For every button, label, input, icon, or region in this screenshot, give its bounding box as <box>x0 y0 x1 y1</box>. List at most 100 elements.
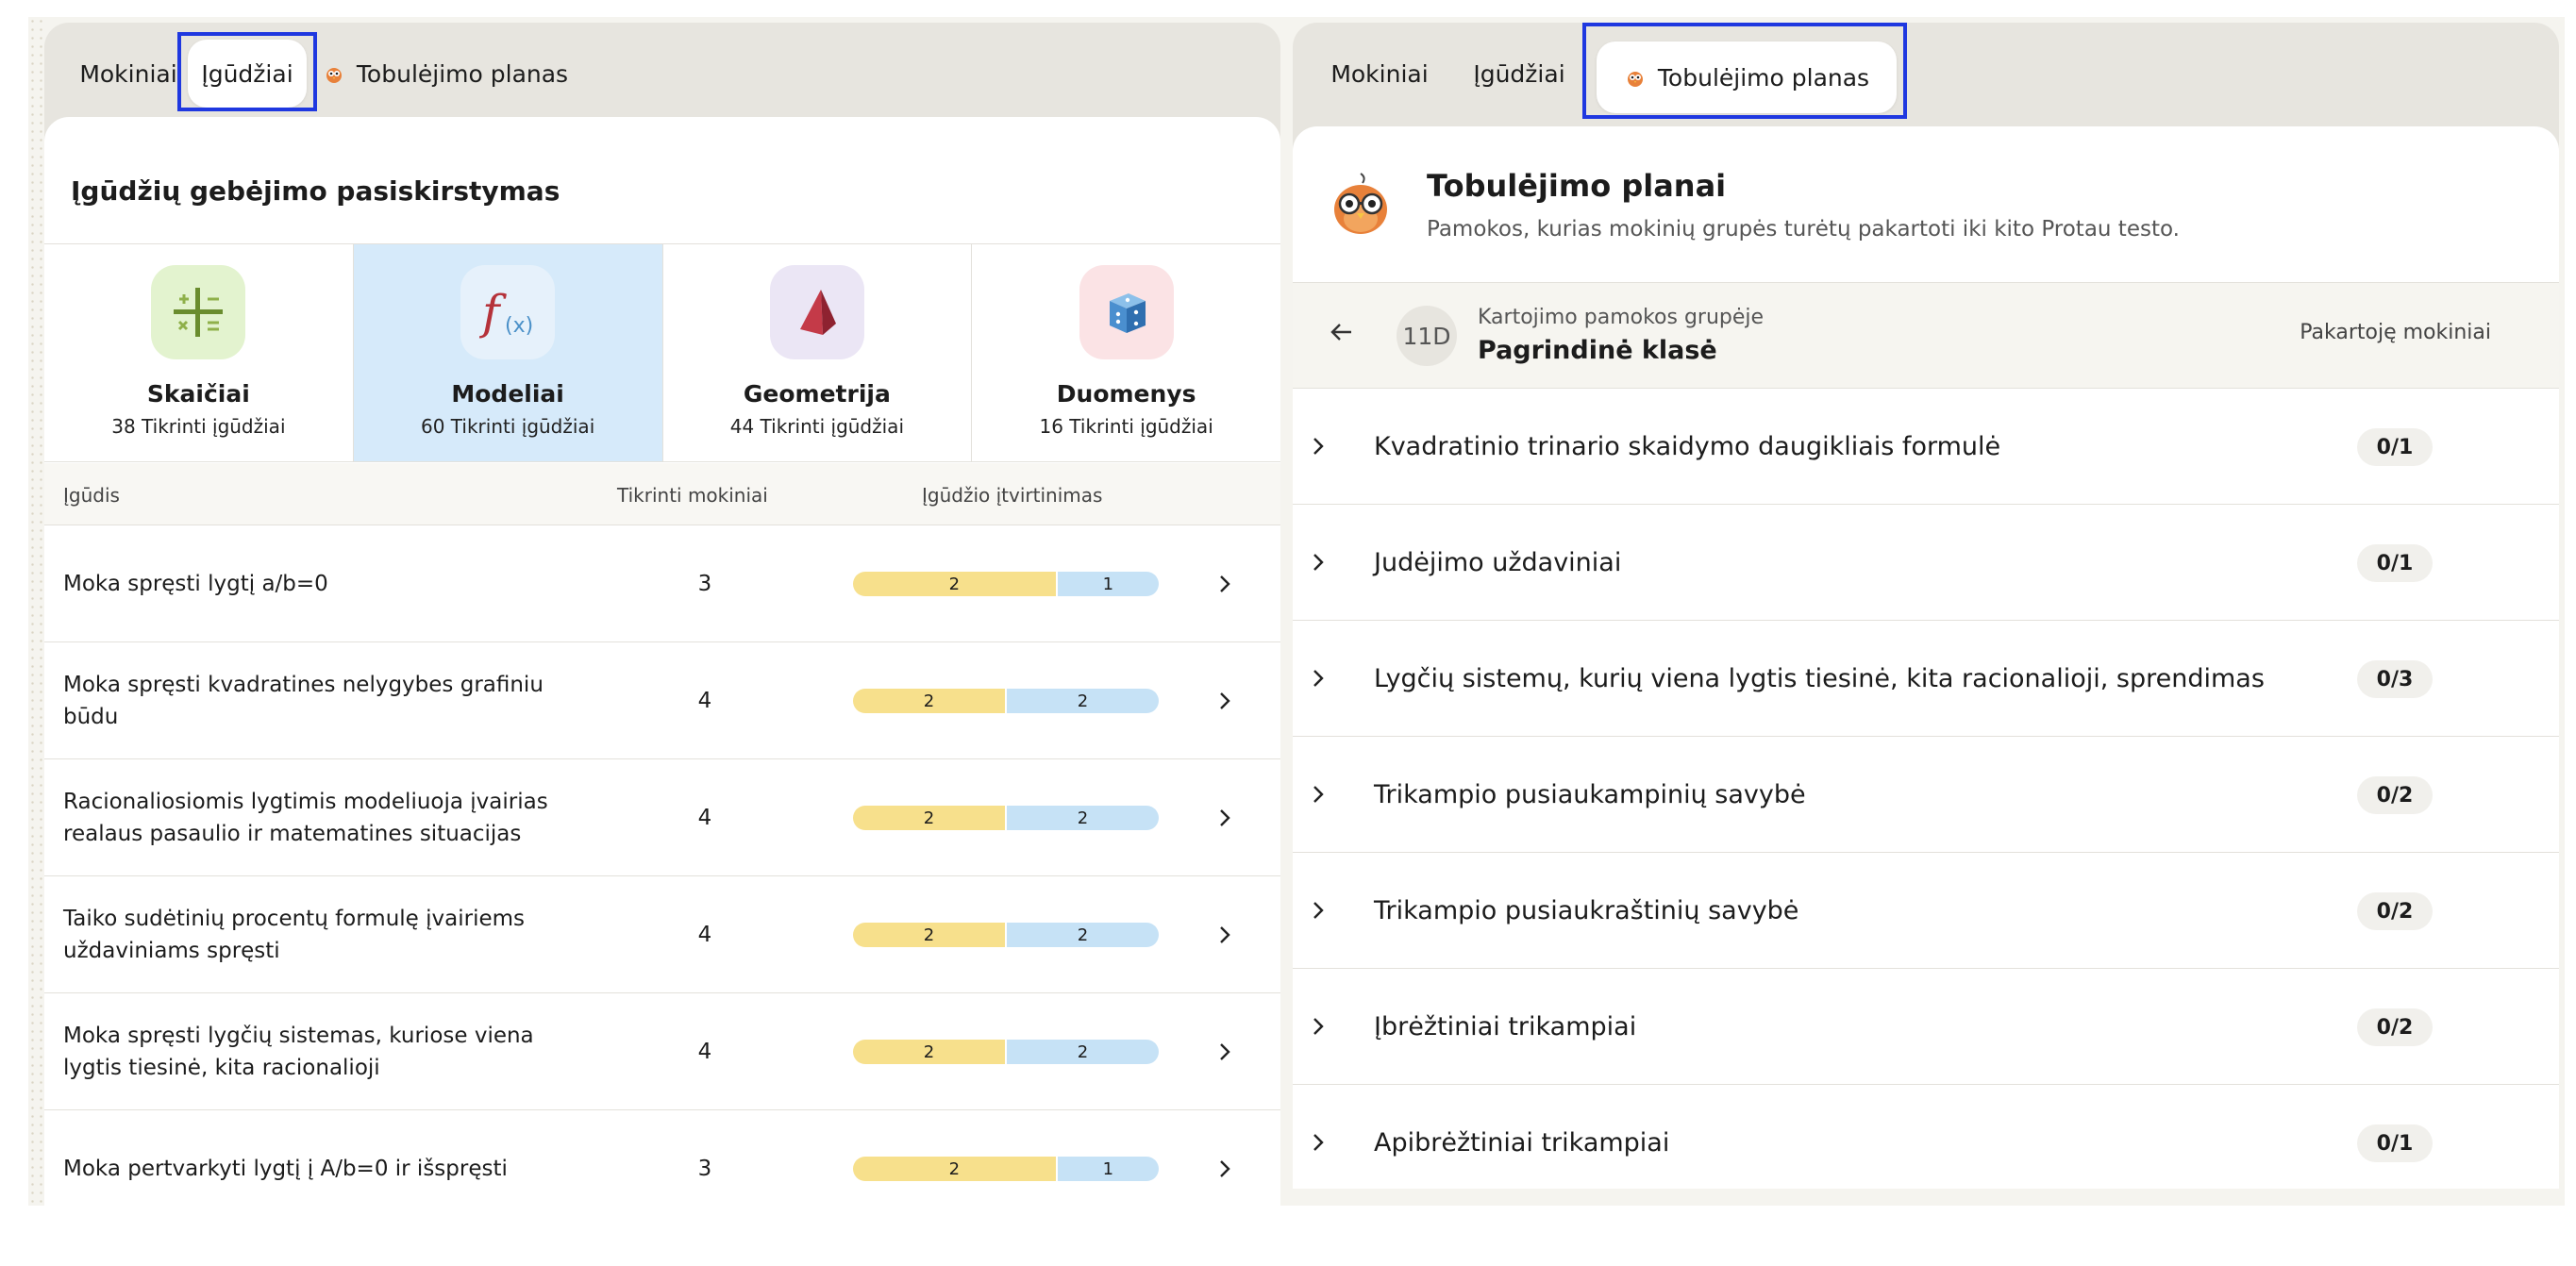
table-row[interactable]: Taiko sudėtinių procentų formulę įvairie… <box>44 876 1280 993</box>
tab-mokiniai[interactable]: Mokiniai <box>1313 40 1446 108</box>
skill-name: Moka pertvarkyti lygtį į A/b=0 ir išsprę… <box>63 1156 508 1181</box>
mastery-blue: 1 <box>1055 1157 1159 1181</box>
svg-text:(x): (x) <box>505 314 533 338</box>
skill-name: Moka spręsti lygčių sistemas, kuriose vi… <box>63 1023 534 1080</box>
table-header: Įgūdis Tikrinti mokiniai Įgūdžio įtvirti… <box>44 463 1280 525</box>
lesson-item[interactable]: Apibrėžtiniai trikampiai 0/1 <box>1293 1085 2559 1189</box>
group-badge: 11D <box>1397 306 1457 366</box>
mastery-yellow: 2 <box>853 1040 1005 1064</box>
chevron-right-icon[interactable] <box>1312 389 1325 504</box>
table-row[interactable]: Racionaliosiomis lygtimis modeliuoja įva… <box>44 759 1280 876</box>
table-row[interactable]: Moka spręsti lygčių sistemas, kuriose vi… <box>44 993 1280 1110</box>
lesson-item[interactable]: Trikampio pusiaukraštinių savybė 0/2 <box>1293 853 2559 969</box>
function-icon: f (x) <box>460 265 556 359</box>
lesson-item[interactable]: Lygčių sistemų, kurių viena lygtis tiesi… <box>1293 621 2559 737</box>
dotted-margin <box>28 17 45 1206</box>
group-name: Pagrindinė klasė <box>1478 336 1717 365</box>
mastery-yellow: 2 <box>853 806 1005 830</box>
tab-igudziai[interactable]: Įgūdžiai <box>188 40 307 108</box>
tab-tobulejimo-planas[interactable]: Tobulėjimo planas <box>1597 42 1897 113</box>
chevron-right-icon[interactable] <box>1218 759 1231 875</box>
lesson-progress: 0/3 <box>2357 660 2433 698</box>
checked-count: 3 <box>697 1156 712 1181</box>
chevron-right-icon[interactable] <box>1312 853 1325 968</box>
plan-header: Tobulėjimo planai Pamokos, kurias mokini… <box>1293 126 2559 283</box>
lesson-title: Apibrėžtiniai trikampiai <box>1374 1127 1670 1158</box>
lesson-progress: 0/1 <box>2357 544 2433 582</box>
mastery-yellow: 2 <box>853 1157 1056 1181</box>
lesson-progress: 0/2 <box>2357 1008 2433 1046</box>
category-name: Modeliai <box>451 380 564 408</box>
chevron-right-icon[interactable] <box>1218 525 1231 641</box>
chevron-right-icon[interactable] <box>1312 1085 1325 1189</box>
chevron-right-icon[interactable] <box>1312 737 1325 852</box>
mastery-bar: 2 2 <box>853 1040 1159 1064</box>
dice-icon <box>1079 265 1174 359</box>
lesson-progress: 0/2 <box>2357 776 2433 814</box>
mastery-bar: 2 1 <box>853 572 1159 596</box>
checked-count: 4 <box>697 688 712 713</box>
mastery-blue: 2 <box>1005 1040 1159 1064</box>
tab-bar: Mokiniai Įgūdžiai Tobulėjimo planas <box>44 23 1280 121</box>
mastery-blue: 1 <box>1055 572 1159 596</box>
skill-name: Moka spręsti lygtį a/b=0 <box>63 571 328 596</box>
tab-label: Įgūdžiai <box>1473 59 1565 88</box>
category-count: 38 Tikrinti įgūdžiai <box>111 415 286 438</box>
category-skaiciai[interactable]: Skaičiai 38 Tikrinti įgūdžiai <box>44 244 354 461</box>
group-label: Kartojimo pamokos grupėje <box>1478 306 1765 329</box>
tab-mokiniai[interactable]: Mokiniai <box>76 40 180 108</box>
arrow-left-icon[interactable] <box>1329 319 1355 349</box>
mastery-yellow: 2 <box>853 572 1056 596</box>
skills-panel: Mokiniai Įgūdžiai Tobulėjimo planas Įgūd… <box>44 23 1280 1206</box>
pyramid-icon <box>769 265 864 359</box>
chevron-right-icon[interactable] <box>1312 505 1325 620</box>
chevron-right-icon[interactable] <box>1218 876 1231 992</box>
checked-count: 3 <box>697 571 712 596</box>
lesson-title: Kvadratinio trinario skaidymo daugikliai… <box>1374 431 2001 461</box>
mastery-yellow: 2 <box>853 689 1005 713</box>
lesson-progress: 0/1 <box>2357 428 2433 466</box>
arithmetic-icon <box>151 265 246 359</box>
highlight-box <box>1582 23 1907 119</box>
category-name: Skaičiai <box>146 380 250 408</box>
chevron-right-icon[interactable] <box>1312 621 1325 736</box>
tab-igudziai[interactable]: Įgūdžiai <box>1453 40 1585 108</box>
column-mastery: Įgūdžio įtvirtinimas <box>922 484 1103 507</box>
group-header: 11D Kartojimo pamokos grupėje Pagrindinė… <box>1293 283 2559 389</box>
repeated-students-label: Pakartoję mokiniai <box>2300 321 2491 344</box>
highlight-box <box>177 32 317 111</box>
mastery-bar: 2 2 <box>853 806 1159 830</box>
lesson-item[interactable]: Kvadratinio trinario skaidymo daugikliai… <box>1293 389 2559 505</box>
category-geometrija[interactable]: Geometrija 44 Tikrinti įgūdžiai <box>663 244 973 461</box>
lesson-title: Įbrėžtiniai trikampiai <box>1374 1011 1637 1041</box>
lesson-item[interactable]: Įbrėžtiniai trikampiai 0/2 <box>1293 969 2559 1085</box>
owl-icon <box>323 62 345 85</box>
table-row[interactable]: Moka spręsti lygtį a/b=0 3 2 1 <box>44 525 1280 642</box>
category-name: Duomenys <box>1056 380 1196 408</box>
checked-count: 4 <box>697 922 712 947</box>
tab-tobulejimo-planas[interactable]: Tobulėjimo planas <box>318 40 573 108</box>
chevron-right-icon[interactable] <box>1218 1110 1231 1206</box>
plan-card: Tobulėjimo planai Pamokos, kurias mokini… <box>1293 126 2559 1189</box>
lesson-title: Trikampio pusiaukraštinių savybė <box>1374 895 1799 925</box>
plan-title: Tobulėjimo planai <box>1427 168 1727 204</box>
mastery-bar: 2 1 <box>853 1157 1159 1181</box>
chevron-right-icon[interactable] <box>1218 993 1231 1109</box>
tab-label: Mokiniai <box>1330 59 1429 88</box>
lesson-item[interactable]: Judėjimo uždaviniai 0/1 <box>1293 505 2559 621</box>
plan-subtitle: Pamokos, kurias mokinių grupės turėtų pa… <box>1427 217 2180 242</box>
category-duomenys[interactable]: Duomenys 16 Tikrinti įgūdžiai <box>972 244 1280 461</box>
table-row[interactable]: Moka pertvarkyti lygtį į A/b=0 ir išsprę… <box>44 1110 1280 1206</box>
tab-label: Tobulėjimo planas <box>356 59 569 88</box>
category-count: 44 Tikrinti įgūdžiai <box>729 415 904 438</box>
category-count: 16 Tikrinti įgūdžiai <box>1039 415 1213 438</box>
lesson-item[interactable]: Trikampio pusiaukampinių savybė 0/2 <box>1293 737 2559 853</box>
chevron-right-icon[interactable] <box>1312 969 1325 1084</box>
mastery-yellow: 2 <box>853 923 1005 947</box>
checked-count: 4 <box>697 1039 712 1064</box>
chevron-right-icon[interactable] <box>1218 642 1231 758</box>
mastery-blue: 2 <box>1005 689 1159 713</box>
table-row[interactable]: Moka spręsti kvadratines nelygybes grafi… <box>44 642 1280 759</box>
skills-table: Moka spręsti lygtį a/b=0 3 2 1 Moka sprę… <box>44 525 1280 1206</box>
category-modeliai[interactable]: f (x) Modeliai 60 Tikrinti įgūdžiai <box>353 244 663 461</box>
